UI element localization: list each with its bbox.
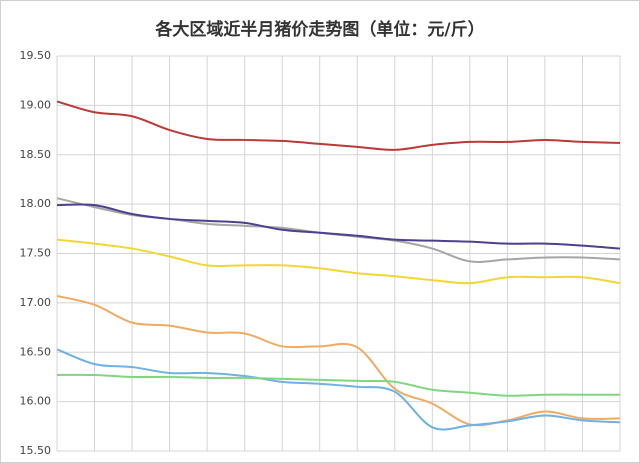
line-series xyxy=(56,100,621,151)
y-tick-label: 18.00 xyxy=(20,197,52,210)
y-tick-label: 17.50 xyxy=(20,247,52,260)
y-tick-label: 15.50 xyxy=(20,444,52,457)
line-series xyxy=(56,203,621,250)
y-tick-label: 18.50 xyxy=(20,148,52,161)
y-tick-label: 19.00 xyxy=(20,98,52,111)
line-series xyxy=(56,373,620,397)
line-series xyxy=(56,238,621,285)
y-tick-label: 16.00 xyxy=(20,395,52,408)
y-tick-label: 19.50 xyxy=(20,49,52,62)
y-tick-label: 17.00 xyxy=(20,296,52,309)
y-tick-label: 16.50 xyxy=(20,345,52,358)
line-series xyxy=(56,348,621,431)
chart-title: 各大区域近半月猪价走势图（单位：元/斤） xyxy=(154,19,484,40)
line-series xyxy=(56,294,621,427)
